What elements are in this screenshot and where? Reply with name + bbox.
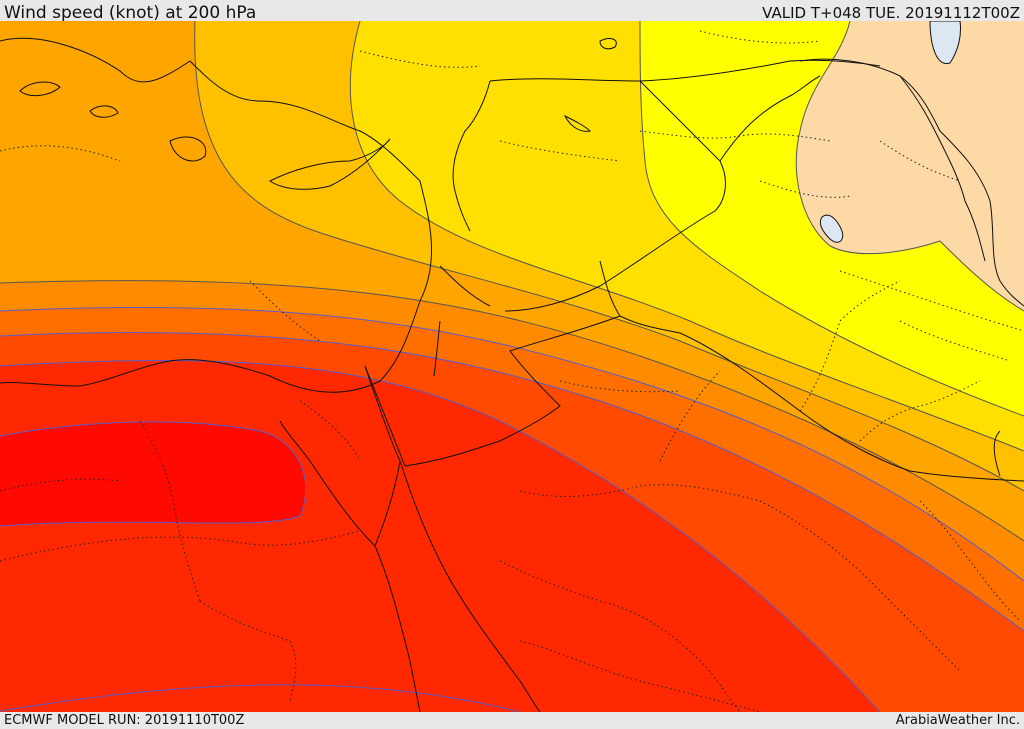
coastline — [399, 460, 541, 712]
coastline — [433, 320, 441, 377]
admin-boundary — [879, 140, 961, 182]
model-run-label: ECMWF MODEL RUN: 20191110T00Z — [4, 713, 245, 728]
header-bar: Wind speed (knot) at 200 hPa VALID T+048… — [0, 0, 1024, 23]
valid-time: VALID T+048 TUE. 20191112T00Z — [762, 4, 1020, 22]
coastline — [599, 38, 617, 50]
admin-boundary — [519, 484, 761, 502]
admin-boundary — [859, 380, 981, 442]
border — [899, 75, 986, 262]
coastline — [19, 81, 61, 97]
coastline — [374, 545, 421, 712]
admin-boundary — [0, 478, 121, 492]
admin-boundary — [639, 130, 831, 142]
caspian-sea — [929, 21, 961, 65]
admin-boundary — [659, 370, 721, 462]
wind-speed-map — [0, 21, 1024, 712]
border — [504, 80, 726, 312]
admin-boundary — [899, 320, 1011, 362]
admin-boundary — [0, 145, 121, 162]
admin-boundary — [499, 560, 741, 712]
admin-boundary — [139, 420, 201, 602]
footer-bar: ECMWF MODEL RUN: 20191110T00Z ArabiaWeat… — [0, 712, 1024, 729]
border — [364, 365, 406, 467]
admin-boundary — [799, 280, 901, 412]
contour-line — [639, 21, 1024, 417]
lake-urmia — [819, 214, 844, 243]
coastline — [169, 136, 207, 162]
admin-boundary — [249, 280, 321, 342]
map-title: Wind speed (knot) at 200 hPa — [4, 3, 257, 23]
coastline — [563, 114, 592, 132]
contour-line — [795, 21, 1024, 312]
admin-boundary — [559, 380, 681, 393]
contour-line — [0, 421, 307, 527]
contour-line — [0, 684, 521, 712]
admin-boundary — [699, 30, 821, 44]
admin-boundary — [499, 140, 621, 162]
border — [599, 260, 1024, 482]
admin-boundary — [759, 500, 961, 672]
admin-boundary — [839, 270, 1024, 332]
brand-label: ArabiaWeather Inc. — [895, 713, 1020, 728]
coastline — [269, 138, 391, 190]
border — [719, 75, 821, 162]
admin-boundary — [199, 600, 297, 702]
admin-boundary — [519, 640, 761, 712]
contour-line — [194, 21, 1024, 492]
border — [404, 315, 621, 467]
band-peach — [796, 21, 1024, 311]
border — [452, 80, 491, 232]
contour-line — [0, 331, 1024, 632]
admin-boundary — [759, 180, 851, 198]
contour-line — [349, 21, 1024, 452]
coastline — [799, 58, 1024, 307]
border — [439, 265, 491, 307]
coastline — [89, 105, 119, 118]
coastline — [0, 37, 433, 393]
contour-line — [0, 306, 1024, 582]
coastline — [279, 365, 401, 547]
border — [489, 59, 881, 82]
admin-boundary — [359, 50, 481, 68]
border — [993, 430, 1001, 477]
band-red-core — [0, 421, 306, 526]
